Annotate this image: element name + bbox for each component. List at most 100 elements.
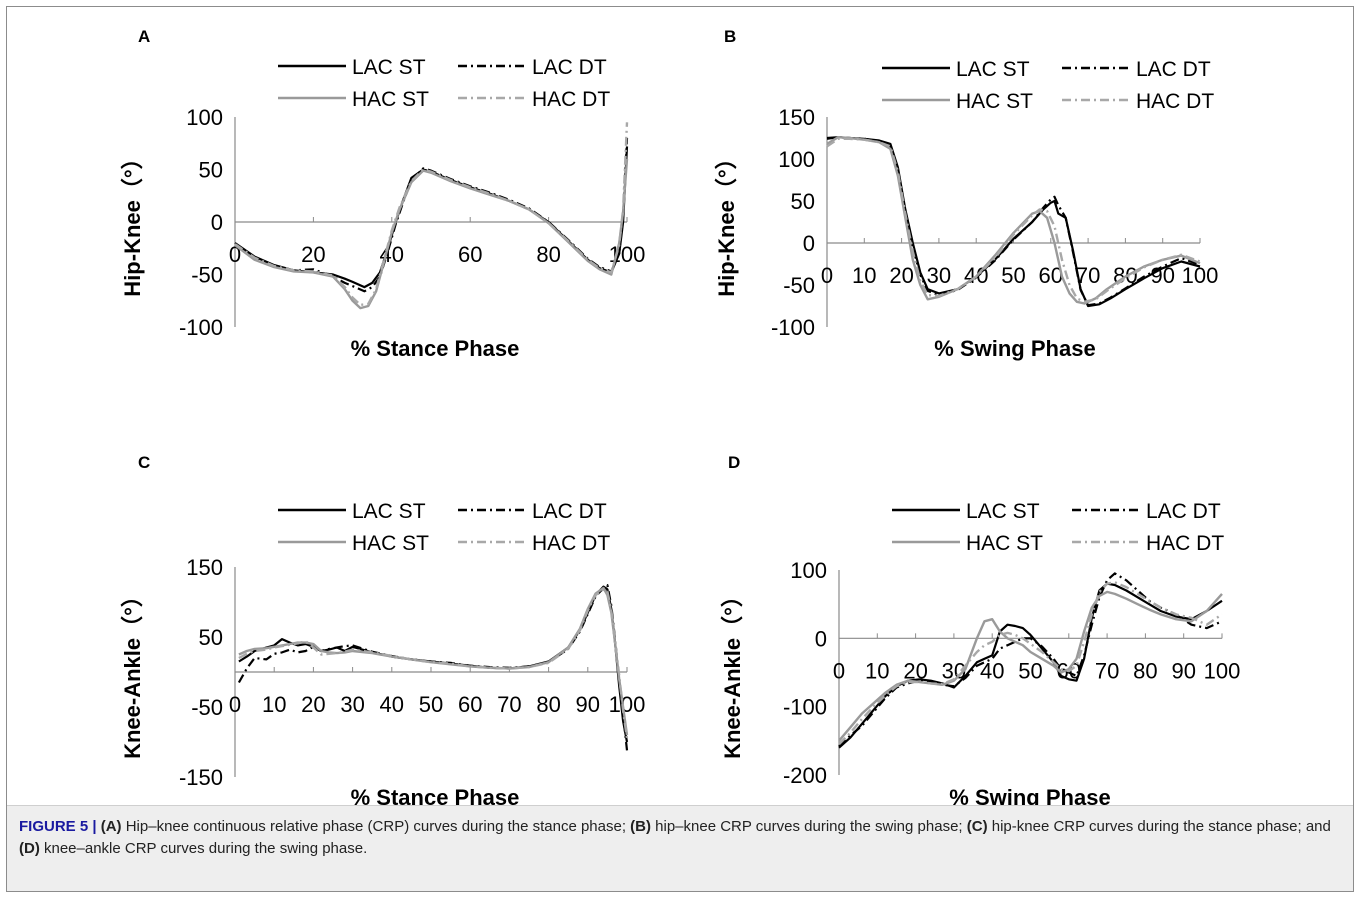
legend-label: HAC ST	[352, 532, 429, 555]
y-tick-label: -100	[783, 695, 827, 720]
panel-label: A	[138, 27, 150, 46]
x-tick-label: 40	[380, 692, 404, 717]
series-line-hac-dt	[838, 581, 1223, 746]
x-tick-label: 70	[1095, 658, 1119, 683]
x-axis-title: % Stance Phase	[351, 336, 520, 361]
x-tick-label: 100	[609, 692, 646, 717]
x-tick-label: 30	[340, 692, 364, 717]
legend-label: HAC DT	[1136, 90, 1214, 113]
series-line-lac-dt	[826, 136, 1201, 307]
y-tick-label: -50	[783, 273, 815, 298]
panel-label: B	[724, 27, 736, 46]
caption-part-b-text: hip–knee CRP curves during the swing pha…	[651, 818, 967, 835]
y-tick-label: -100	[771, 315, 815, 340]
y-tick-label: 50	[791, 189, 815, 214]
x-tick-label: 40	[980, 658, 1004, 683]
y-tick-label: -100	[179, 315, 223, 340]
panel-label: D	[728, 453, 740, 472]
caption-part-d-label: (D)	[19, 840, 40, 857]
x-tick-label: 80	[536, 692, 560, 717]
series-line-lac-dt	[237, 584, 629, 751]
y-tick-label: 100	[778, 147, 815, 172]
caption-box: FIGURE 5 | (A) Hip–knee continuous relat…	[7, 805, 1353, 891]
x-tick-label: 100	[1182, 263, 1219, 288]
legend: LAC ST LAC DT HAC ST HAC DT	[892, 500, 1224, 555]
series-line-lac-st	[238, 585, 629, 743]
legend-label: LAC ST	[352, 56, 426, 79]
legend: LAC ST LAC DT HAC ST HAC DT	[278, 500, 610, 555]
legend-label: HAC ST	[956, 90, 1033, 113]
caption-part-c-label: (C)	[966, 818, 988, 835]
x-tick-label: 0	[833, 658, 845, 683]
x-tick-label: 80	[1133, 658, 1157, 683]
x-tick-label: 20	[301, 242, 325, 267]
x-tick-label: 10	[262, 692, 286, 717]
legend-label: HAC DT	[1146, 532, 1224, 555]
y-tick-label: -50	[191, 263, 223, 288]
legend: LAC ST LAC DT HAC ST HAC DT	[882, 58, 1214, 113]
y-tick-label: 0	[803, 231, 815, 256]
y-tick-label: 150	[186, 555, 223, 580]
x-tick-label: 20	[889, 263, 913, 288]
y-tick-label: 50	[199, 625, 223, 650]
x-axis-title: % Swing Phase	[934, 336, 1095, 361]
caption-part-d-text: knee–ankle CRP curves during the swing p…	[39, 840, 368, 857]
x-axis-title: % Stance Phase	[351, 785, 520, 805]
legend: LAC ST LAC DT HAC ST HAC DT	[278, 56, 610, 111]
x-tick-label: 10	[852, 263, 876, 288]
x-tick-label: 90	[1171, 658, 1195, 683]
caption-part-b-label: (B)	[630, 818, 651, 835]
x-tick-label: 50	[1018, 658, 1042, 683]
x-tick-label: 20	[301, 692, 325, 717]
legend-label: LAC ST	[956, 58, 1030, 81]
x-tick-label: 60	[458, 692, 482, 717]
y-tick-label: 100	[186, 105, 223, 130]
x-tick-label: 10	[865, 658, 889, 683]
x-tick-label: 50	[419, 692, 443, 717]
x-tick-label: 60	[458, 242, 482, 267]
chart-panel-c: C -150 -50 50 150 0 10 20 30 40 50 60 70 80 90 100 % Sta…	[120, 453, 645, 805]
y-tick-label: 0	[815, 626, 827, 651]
legend-label: LAC ST	[966, 500, 1040, 523]
figure-label: FIGURE 5 |	[19, 818, 97, 835]
caption-part-a-text: Hip–knee continuous relative phase (CRP)…	[121, 818, 631, 835]
y-axis-title: Hip-Knee（°）	[120, 147, 145, 296]
y-tick-label: -200	[783, 763, 827, 788]
legend-label: HAC DT	[532, 532, 610, 555]
series-line-lac-dt	[234, 137, 629, 293]
panel-label: C	[138, 453, 150, 472]
y-tick-label: 150	[778, 105, 815, 130]
series-line-lac-st	[234, 146, 629, 289]
y-tick-label: 50	[199, 158, 223, 183]
x-axis-title: % Swing Phase	[949, 785, 1110, 805]
x-tick-label: 100	[1204, 658, 1241, 683]
x-tick-label: 70	[497, 692, 521, 717]
x-tick-label: 50	[1001, 263, 1025, 288]
series-line-hac-st	[234, 158, 629, 310]
caption-part-a-label: (A)	[100, 818, 122, 835]
y-tick-label: -150	[179, 765, 223, 790]
figure-frame	[6, 6, 1354, 892]
legend-label: LAC ST	[352, 500, 426, 523]
x-tick-label: 30	[927, 263, 951, 288]
series-line-hac-dt	[234, 122, 629, 307]
y-tick-label: 100	[790, 558, 827, 583]
x-tick-label: 0	[821, 263, 833, 288]
legend-label: HAC ST	[352, 88, 429, 111]
legend-label: LAC DT	[1136, 58, 1211, 81]
x-tick-label: 90	[1150, 263, 1174, 288]
y-axis-title: Knee-Ankle（°）	[720, 585, 745, 759]
caption-part-c-text: hip-knee CRP curves during the stance ph…	[987, 818, 1331, 835]
x-tick-label: 0	[229, 692, 241, 717]
legend-label: LAC DT	[1146, 500, 1221, 523]
x-tick-label: 80	[536, 242, 560, 267]
y-axis-title: Hip-Knee（°）	[714, 147, 739, 296]
legend-label: LAC DT	[532, 56, 607, 79]
legend-label: HAC ST	[966, 532, 1043, 555]
series-line-hac-dt	[826, 137, 1201, 303]
legend-label: HAC DT	[532, 88, 610, 111]
